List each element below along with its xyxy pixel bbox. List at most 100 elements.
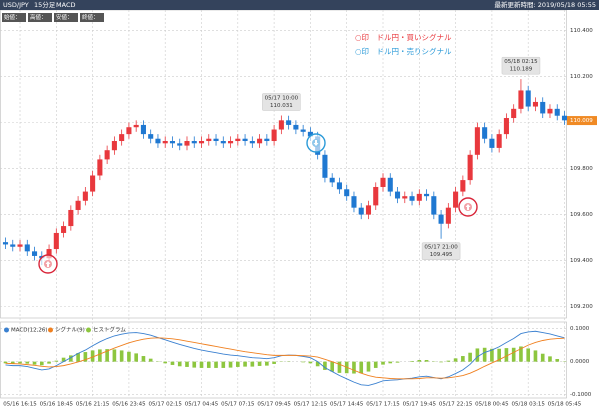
candle-body <box>140 124 146 135</box>
candle-body <box>184 141 190 146</box>
histogram-bar <box>163 361 168 364</box>
histogram-bar <box>548 356 552 362</box>
histogram-bar <box>127 351 131 362</box>
candle-body <box>518 90 524 109</box>
candle-body <box>271 129 277 142</box>
histogram-bar <box>206 361 211 368</box>
candle-body <box>2 242 9 245</box>
candle-body <box>213 138 219 142</box>
histogram-bar <box>134 353 138 362</box>
histogram-bar <box>170 361 175 365</box>
candle-body <box>293 124 299 130</box>
header-bar <box>0 0 599 10</box>
candle-body <box>424 193 430 197</box>
ohlc-buttons: 始値： 高値： 安値： 終値： <box>2 13 104 22</box>
histogram-bar <box>497 348 501 362</box>
x-tick-label: 05/18 03:15 <box>511 402 545 408</box>
candle-body <box>474 127 480 155</box>
histogram-bar <box>32 361 37 365</box>
candle-body <box>104 150 110 160</box>
x-tick-label: 05/17 14:45 <box>330 402 364 408</box>
plots: 05/16 16:15 05/16 18:45 05/16 21:15 05/16 2… <box>0 9 597 408</box>
ohlc-button[interactable] <box>80 13 104 22</box>
candle-body <box>10 244 16 247</box>
histogram-bar <box>540 353 545 362</box>
candle-body <box>90 175 96 192</box>
candle-body <box>503 118 509 135</box>
symbol: USD/JPY <box>3 1 29 9</box>
histogram-bar <box>475 348 480 362</box>
buy-signal <box>38 254 58 274</box>
x-tick-label: 05/16 23:45 <box>112 402 146 408</box>
x-tick-label: 05/17 07:15 <box>221 402 255 408</box>
candle-body <box>402 196 408 199</box>
histogram-bar <box>468 352 472 362</box>
annotation-box <box>421 242 461 260</box>
annotation-value: 110.031 <box>270 103 293 109</box>
y-tick-label: 109.600 <box>570 212 593 218</box>
candle-body <box>68 209 74 227</box>
buy-signal-legend: ○印 ドル円・買いシグナル <box>355 32 452 42</box>
candle-body <box>17 244 23 247</box>
legend-label: ヒストグラム <box>93 326 126 334</box>
candle-body <box>61 226 67 233</box>
ohlc-button[interactable] <box>28 13 52 22</box>
candle-body <box>416 193 422 201</box>
annotation-time: 05/17 10:00 <box>265 96 299 102</box>
candle-body <box>561 115 568 121</box>
histogram-bar <box>228 361 233 368</box>
candle-body <box>162 141 168 144</box>
last-price-tag <box>567 116 597 126</box>
histogram-bar <box>112 349 117 362</box>
indicator: MACD <box>56 1 75 9</box>
candle-body <box>119 134 125 142</box>
histogram-bar <box>337 361 342 373</box>
histogram-bar <box>221 361 226 368</box>
ohlc-button[interactable] <box>54 13 78 22</box>
histogram-bar <box>315 361 320 367</box>
x-tick-label: 05/17 19:45 <box>403 402 437 408</box>
histogram-bar <box>25 361 30 364</box>
candle-body <box>228 141 234 144</box>
legend-label: シグナル(9) <box>55 326 85 334</box>
histogram-bar <box>54 360 59 362</box>
ohlc-button[interactable] <box>2 13 26 22</box>
interval: 15分足 <box>34 0 56 9</box>
candle-body <box>257 138 263 144</box>
histogram-bar <box>76 353 80 362</box>
histogram-bar <box>47 361 51 364</box>
candle-body <box>300 129 306 132</box>
ohlc-button-label: 安値： <box>56 13 73 21</box>
candle-body <box>365 205 372 215</box>
histogram-bar <box>39 361 44 366</box>
candle-body <box>220 141 226 144</box>
candle-body <box>278 120 284 130</box>
candle-body <box>358 207 364 215</box>
histogram-bar <box>199 361 204 368</box>
candle-body <box>53 232 59 250</box>
x-tick-label: 05/17 17:15 <box>366 402 400 408</box>
histogram-bar <box>446 360 451 362</box>
histogram-bar <box>119 350 124 362</box>
candle-body <box>409 196 415 201</box>
candle-body <box>126 127 132 135</box>
histogram-bar <box>504 348 509 362</box>
candle-body <box>438 214 444 224</box>
annotation-time: 05/18 02:15 <box>504 59 538 65</box>
ohlc-button-label: 始値： <box>4 13 21 21</box>
x-tick-label: 05/18 05:45 <box>548 402 582 408</box>
histogram-bar <box>395 361 400 363</box>
histogram-bar <box>453 358 458 362</box>
candle-body <box>525 90 531 107</box>
histogram-bar <box>18 361 22 364</box>
candle-body <box>155 138 161 144</box>
histogram-bar <box>257 361 262 366</box>
up-arrow <box>465 204 471 210</box>
candle-body <box>467 154 473 181</box>
x-tick-label: 05/17 12:15 <box>294 402 328 408</box>
histogram-bar <box>105 349 109 362</box>
candle-body <box>264 138 270 142</box>
sell-signal <box>306 133 326 153</box>
histogram-bar <box>98 349 102 362</box>
